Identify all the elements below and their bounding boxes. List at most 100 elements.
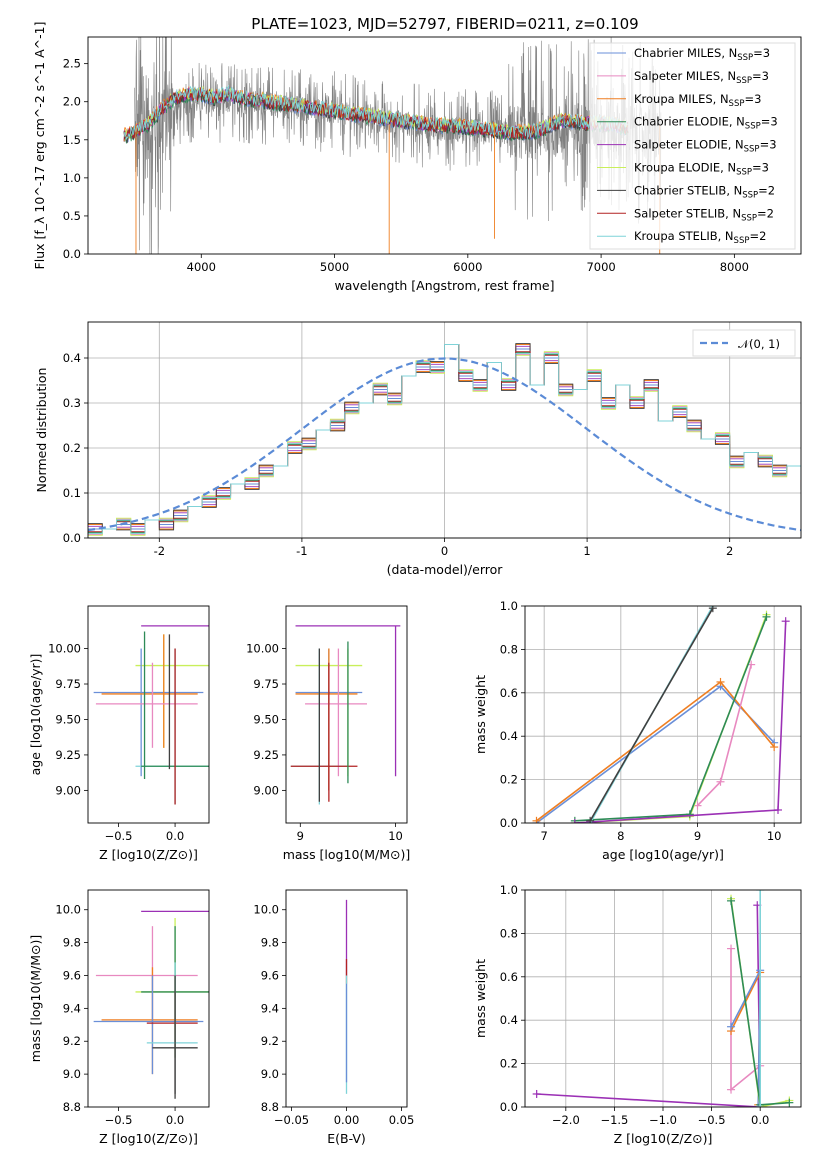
weight-marker (756, 1103, 765, 1107)
y-tick-label: 0.3 (63, 396, 81, 410)
error-cross (101, 967, 198, 1075)
y-tick-label: 0.2 (500, 773, 518, 787)
axes-spectrum: 4000 5000 6000 7000 8000 0.0 0.5 1.0 1.5 2.0 2.5 wa… (32, 22, 802, 293)
error-cross (135, 634, 209, 748)
legend-entry: Kroupa STELIB, NSSP=2 (634, 229, 766, 246)
x-tick-label: 7 (541, 829, 548, 843)
axes-weight-vs-Z: −2.0 −1.5 −1.0 −0.5 0.0 0.0 0.2 0.4 0.6 0.8 1.0 Z [… (473, 883, 802, 1146)
model-spectrum-line (123, 84, 629, 141)
error-cross (152, 975, 198, 1099)
x-tick-label: 10 (388, 829, 403, 843)
y-tick-label: 1.0 (500, 599, 518, 613)
weight-marker (532, 816, 541, 823)
y-tick: 0.8 (500, 642, 525, 656)
x-tick: 0.0 (751, 1107, 769, 1127)
legend-box (692, 329, 796, 357)
y-tick: 0.5 (63, 209, 88, 223)
y-tick: 0.8 (500, 926, 525, 940)
y-tick-label: 0.0 (500, 1100, 518, 1114)
x-tick-label: 8000 (720, 260, 749, 274)
legend-entry: Salpeter ELODIE, NSSP=3 (634, 138, 777, 155)
y-tick: 0.6 (500, 970, 525, 984)
y-tick: 0.0 (63, 531, 88, 545)
weight-marker (532, 1089, 541, 1098)
y-tick: 0.2 (500, 773, 525, 787)
weight-line (589, 607, 714, 822)
error-cross (146, 962, 198, 1094)
x-tick: −0.5 (105, 823, 133, 843)
y-axis-label: age [log10(age/yr)] (28, 654, 43, 776)
y-tick-label: 0.2 (500, 1057, 518, 1071)
y-axis-label: mass weight (473, 959, 488, 1038)
weight-marker (716, 677, 725, 686)
x-tick-label: 8 (617, 829, 624, 843)
plot-area-weight-vs-Z (532, 890, 794, 1107)
weight-line (536, 680, 775, 822)
x-tick-label: 5000 (320, 260, 349, 274)
y-tick: 1.0 (500, 599, 525, 613)
y-tick-label: 0.8 (500, 642, 518, 656)
y-tick: 9.2 (261, 1034, 286, 1048)
legend-entry: Chabrier STELIB, NSSP=2 (634, 183, 775, 200)
y-tick-label: 0.0 (63, 247, 81, 261)
x-tick-label: 1 (583, 544, 590, 558)
x-tick-label: −0.5 (105, 829, 133, 843)
x-tick-label: 0.0 (166, 1113, 184, 1127)
residual-histogram (88, 344, 801, 533)
y-tick-label: 9.00 (55, 783, 81, 797)
plot-area-mass-vs-Z (93, 910, 209, 1099)
y-tick-label: 2.0 (63, 95, 81, 109)
error-cross (95, 662, 198, 748)
y-axis-label: Flux [f_λ 10^-17 erg cm^-2 s^-1 A^-1] (32, 22, 47, 270)
y-tick: 9.0 (63, 1067, 88, 1081)
y-tick: 1.0 (63, 171, 88, 185)
y-tick: 2.5 (63, 57, 88, 71)
y-tick: 9.50 (253, 712, 286, 726)
x-tick-label: 0.00 (334, 1113, 360, 1127)
y-tick-label: 9.6 (63, 968, 81, 982)
y-tick: 8.8 (63, 1100, 88, 1114)
y-axis-label: Normed distribution (34, 368, 49, 493)
x-tick: 10 (767, 823, 781, 843)
x-tick-label: 0.0 (751, 1113, 769, 1127)
legend-residuals: 𝒩(0, 1) (692, 329, 796, 357)
error-cross (290, 662, 358, 802)
y-tick-label: 9.50 (55, 712, 81, 726)
x-tick: 6000 (453, 254, 482, 274)
y-tick: 9.4 (63, 1001, 88, 1015)
weight-marker (708, 606, 717, 613)
weight-marker (570, 819, 579, 823)
error-cross (305, 648, 367, 777)
x-tick: 8 (617, 823, 624, 843)
x-tick: 0.00 (334, 1107, 360, 1127)
x-tick: 8000 (720, 254, 749, 274)
y-tick: 1.5 (63, 133, 88, 147)
y-tick-label: 9.75 (253, 677, 279, 691)
y-tick-label: 10.00 (48, 642, 81, 656)
legend-entry: Salpeter MILES, NSSP=3 (634, 69, 769, 86)
error-cross (135, 917, 209, 1058)
y-tick: 9.75 (55, 677, 88, 691)
y-tick-label: 9.25 (55, 748, 81, 762)
x-tick-label: −0.5 (698, 1113, 726, 1127)
y-tick: 9.6 (63, 968, 88, 982)
weight-marker (727, 944, 736, 953)
legend-entry: Salpeter STELIB, NSSP=2 (634, 206, 774, 223)
normal-curve (88, 357, 801, 532)
x-tick: −2.0 (552, 1107, 580, 1127)
x-tick-label: 6000 (453, 260, 482, 274)
error-cross (93, 648, 204, 777)
y-tick: 1.0 (500, 883, 525, 897)
y-tick-label: 9.50 (253, 712, 279, 726)
x-tick: 0.05 (389, 1107, 414, 1127)
y-tick: 0.6 (500, 686, 525, 700)
error-cross (93, 975, 204, 1075)
x-tick-label: −0.05 (274, 1113, 309, 1127)
x-tick: 7 (541, 823, 548, 843)
x-tick-label: 2 (726, 544, 733, 558)
y-tick-label: 9.0 (261, 1067, 279, 1081)
x-tick-label: 7000 (586, 260, 615, 274)
axes-frame (524, 889, 802, 1108)
y-tick-label: 1.0 (500, 883, 518, 897)
weight-marker (693, 801, 702, 810)
